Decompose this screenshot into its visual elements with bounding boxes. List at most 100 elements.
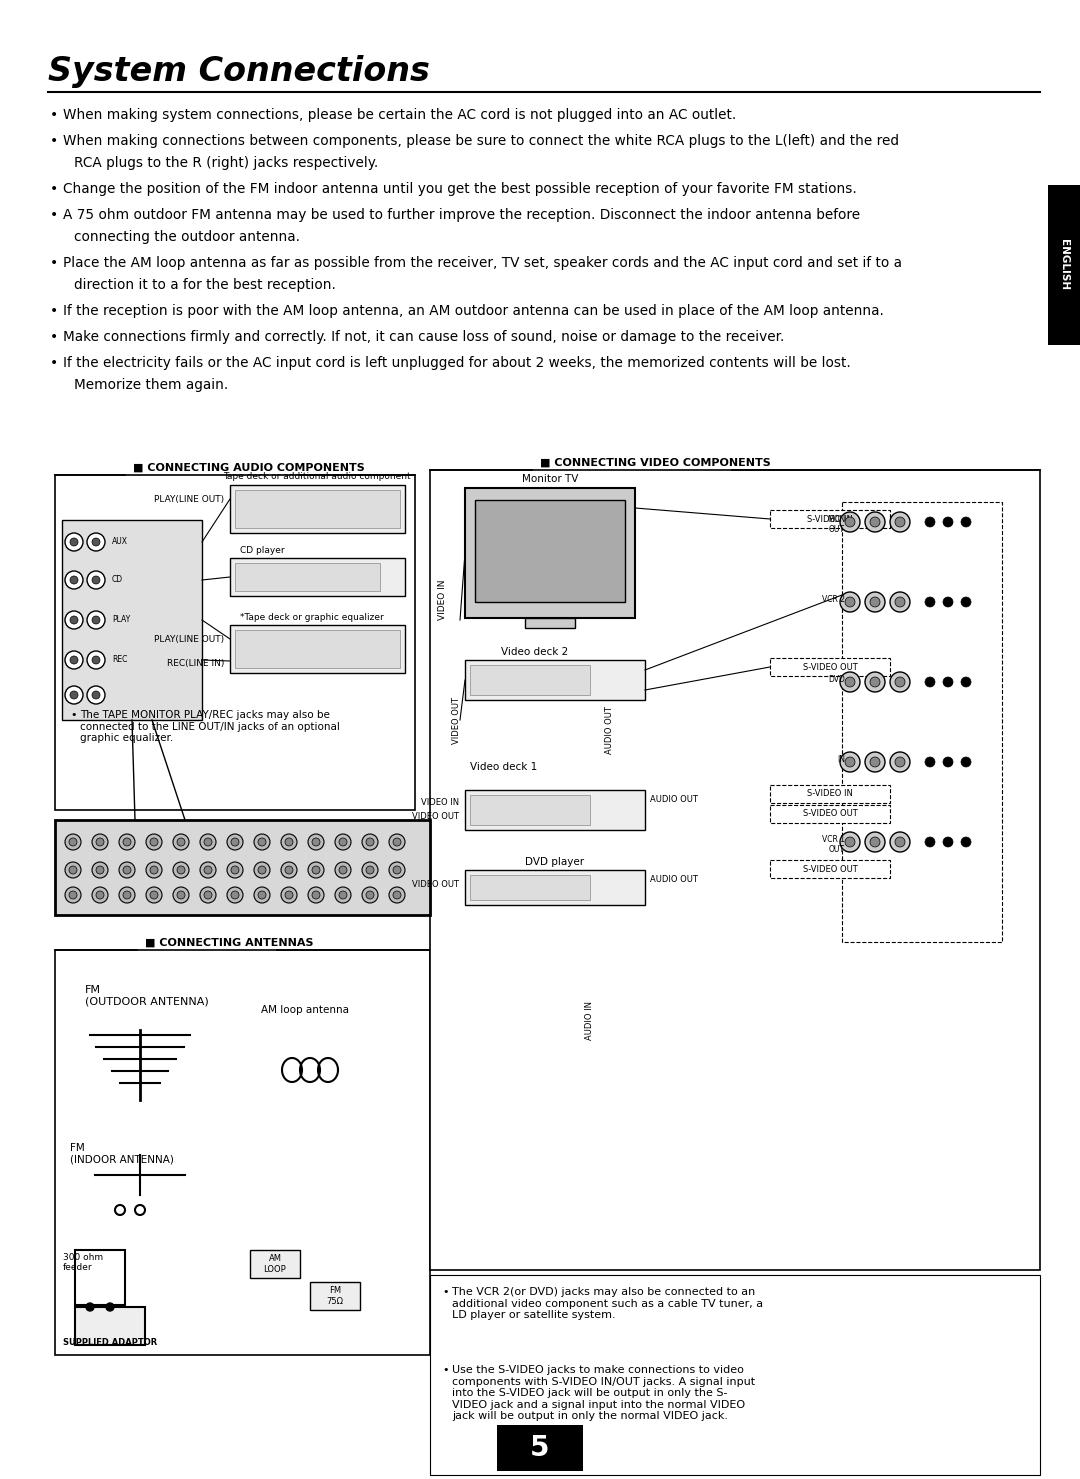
Circle shape (961, 598, 971, 606)
Circle shape (865, 592, 885, 612)
Circle shape (65, 532, 83, 552)
Circle shape (924, 837, 935, 847)
Circle shape (87, 571, 105, 589)
Bar (55, 475, 415, 810)
Circle shape (92, 657, 100, 664)
Circle shape (362, 834, 378, 850)
Text: ENGLISH: ENGLISH (1059, 240, 1069, 290)
Circle shape (123, 890, 131, 899)
Circle shape (308, 887, 324, 904)
Circle shape (865, 751, 885, 772)
Circle shape (254, 887, 270, 904)
Circle shape (335, 834, 351, 850)
Text: VCR 2: VCR 2 (822, 595, 845, 603)
Circle shape (895, 757, 905, 768)
Circle shape (895, 677, 905, 688)
Circle shape (895, 518, 905, 527)
Bar (235, 490, 400, 528)
Circle shape (961, 837, 971, 847)
Circle shape (895, 837, 905, 847)
Text: VCR 1
OUT: VCR 1 OUT (822, 836, 845, 855)
Text: AUDIO IN: AUDIO IN (585, 1000, 594, 1040)
Circle shape (227, 834, 243, 850)
Text: connecting the outdoor antenna.: connecting the outdoor antenna. (75, 231, 300, 244)
Circle shape (393, 890, 401, 899)
Circle shape (92, 691, 100, 700)
Circle shape (92, 862, 108, 879)
Circle shape (86, 1303, 94, 1310)
Text: S-VIDEO OUT: S-VIDEO OUT (802, 865, 858, 874)
Circle shape (335, 887, 351, 904)
Circle shape (865, 833, 885, 852)
Bar (770, 658, 890, 676)
Circle shape (119, 887, 135, 904)
Circle shape (92, 538, 100, 546)
Circle shape (204, 890, 212, 899)
Circle shape (870, 677, 880, 688)
Bar (525, 618, 575, 629)
Text: FM
75Ω: FM 75Ω (326, 1287, 343, 1306)
Circle shape (924, 757, 935, 768)
Circle shape (123, 867, 131, 874)
Text: IN: IN (837, 754, 845, 765)
Circle shape (173, 834, 189, 850)
Circle shape (173, 862, 189, 879)
Circle shape (227, 887, 243, 904)
Text: Memorize them again.: Memorize them again. (75, 379, 228, 392)
Text: CD: CD (112, 575, 123, 584)
Text: VIDEO OUT: VIDEO OUT (453, 697, 461, 744)
Text: REC(LINE IN): REC(LINE IN) (166, 660, 224, 669)
Text: •: • (50, 330, 58, 345)
Bar (235, 630, 400, 669)
Circle shape (231, 890, 239, 899)
Text: VIDEO IN: VIDEO IN (421, 799, 459, 808)
Text: •: • (442, 1287, 448, 1297)
Text: ■ CONNECTING AUDIO COMPONENTS: ■ CONNECTING AUDIO COMPONENTS (133, 463, 365, 473)
Circle shape (70, 657, 78, 664)
Text: 300 ohm
feeder: 300 ohm feeder (63, 1253, 103, 1272)
Circle shape (389, 887, 405, 904)
Circle shape (119, 834, 135, 850)
Circle shape (65, 834, 81, 850)
Circle shape (943, 677, 953, 688)
Text: When making system connections, please be certain the AC cord is not plugged int: When making system connections, please b… (63, 108, 737, 121)
Bar (235, 563, 380, 592)
Bar (470, 796, 590, 825)
Circle shape (865, 512, 885, 532)
Circle shape (254, 862, 270, 879)
Circle shape (150, 867, 158, 874)
Bar (465, 870, 645, 905)
Circle shape (895, 598, 905, 606)
Bar (470, 666, 590, 695)
Text: AUDIO OUT: AUDIO OUT (650, 876, 698, 884)
Circle shape (87, 686, 105, 704)
Circle shape (840, 751, 860, 772)
Circle shape (204, 867, 212, 874)
Circle shape (65, 571, 83, 589)
Text: •: • (50, 356, 58, 370)
Circle shape (312, 867, 320, 874)
Circle shape (70, 615, 78, 624)
Text: The TAPE MONITOR PLAY/REC jacks may also be
connected to the LINE OUT/IN jacks o: The TAPE MONITOR PLAY/REC jacks may also… (80, 710, 340, 744)
Text: If the electricity fails or the AC input cord is left unplugged for about 2 week: If the electricity fails or the AC input… (63, 356, 851, 370)
Text: VIDEO IN: VIDEO IN (438, 580, 447, 620)
Text: REC: REC (112, 655, 127, 664)
Circle shape (65, 686, 83, 704)
Text: FM
(INDOOR ANTENNA): FM (INDOOR ANTENNA) (70, 1143, 174, 1164)
Bar (55, 819, 430, 916)
Circle shape (119, 862, 135, 879)
Text: •: • (50, 209, 58, 222)
Bar (465, 790, 645, 830)
Circle shape (865, 671, 885, 692)
Circle shape (65, 611, 83, 629)
Text: •: • (50, 135, 58, 148)
Text: SUPPLIED ADAPTOR: SUPPLIED ADAPTOR (63, 1338, 157, 1347)
Circle shape (870, 837, 880, 847)
Text: •: • (70, 710, 77, 720)
Text: S-VIDEO OUT: S-VIDEO OUT (802, 809, 858, 818)
Circle shape (69, 867, 77, 874)
Text: If the reception is poor with the AM loop antenna, an AM outdoor antenna can be : If the reception is poor with the AM loo… (63, 305, 883, 318)
Circle shape (845, 837, 855, 847)
Circle shape (146, 862, 162, 879)
Circle shape (150, 890, 158, 899)
